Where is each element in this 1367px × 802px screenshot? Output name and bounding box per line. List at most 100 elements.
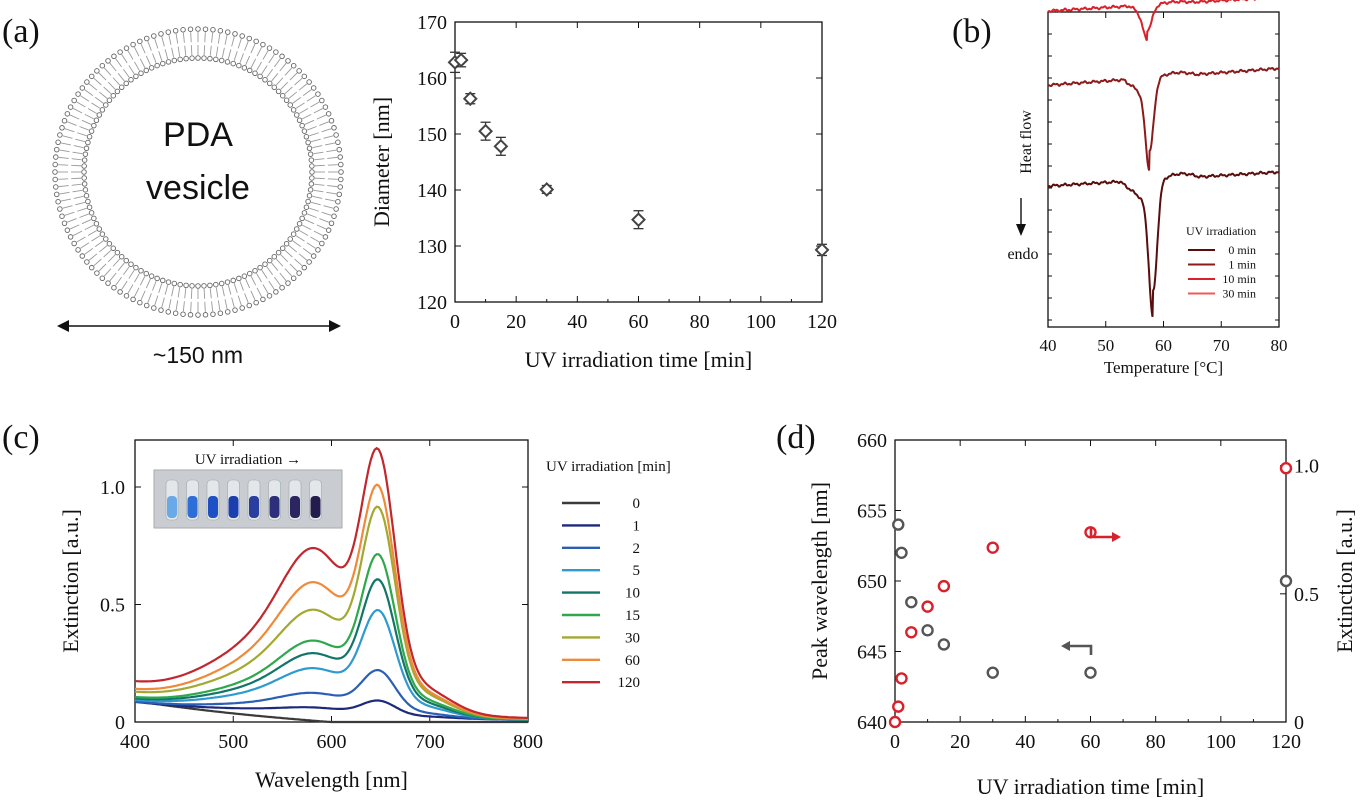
lipid-tail-outer [59, 191, 70, 195]
x-tick-label: 80 [1271, 336, 1288, 355]
lipid-tail-outer [268, 54, 275, 64]
lipid-tail-outer [279, 62, 287, 72]
lipid-head-outer [67, 104, 74, 110]
vial-solution [208, 496, 218, 518]
lipid-tail-inner [203, 45, 206, 56]
spectrum-30-min [134, 505, 528, 720]
lipid-head-inner [307, 187, 314, 193]
x-tick-label: 40 [1040, 336, 1057, 355]
lipid-head-inner [306, 192, 313, 199]
lipid-head-outer [105, 280, 111, 286]
lipid-head-outer [172, 28, 179, 34]
lipid-head-inner [99, 231, 106, 237]
lipid-tail-outer [134, 47, 140, 57]
lipid-head-inner [88, 128, 95, 134]
y-axis-label: Diameter [nm] [369, 97, 394, 227]
lipid-head-outer [338, 176, 344, 183]
lipid-tail-outer [109, 62, 117, 72]
lipid-head-outer [195, 312, 201, 318]
size-arrow-left-head [57, 320, 69, 332]
lipid-tail-inner [171, 286, 175, 297]
lipid-tail-inner [215, 287, 219, 298]
lipid-head-outer [338, 169, 344, 175]
vial-solution [269, 496, 280, 518]
lipid-tail-inner [280, 254, 289, 263]
vial-solution [249, 496, 259, 518]
lipid-head-outer [105, 58, 111, 64]
lipid-tail-inner [72, 151, 83, 155]
lipid-tail-inner [81, 219, 92, 225]
lipid-tail-inner [307, 126, 317, 131]
lipid-head-outer [187, 312, 194, 318]
lipid-head-inner [271, 253, 278, 260]
lipid-head-outer [61, 118, 68, 124]
diameter-chart: 0 20 40 60 80 100 120 120 130 140 150 160 170 UV irra… [369, 12, 837, 372]
lipid-tail-inner [239, 53, 244, 63]
lipid-head-inner [230, 277, 236, 284]
dsc-chart: 40 50 60 70 80 Temperature [°C] UV irradiation… [1040, 0, 1288, 377]
x-tick-label: 80 [1146, 731, 1166, 753]
lipid-tail-outer [98, 72, 107, 81]
extinction-point [888, 715, 902, 729]
dsc-curve-0-min [1047, 170, 1280, 317]
y-right-tick-label: 0.5 [1294, 584, 1319, 606]
lipid-head-inner [308, 157, 315, 163]
lipid-head-inner [307, 151, 314, 157]
lipid-tail-outer [168, 34, 172, 45]
lipid-head-inner [189, 283, 195, 289]
lipid-head-outer [273, 49, 279, 55]
lipid-head-inner [96, 226, 103, 232]
lipid-tail-outer [326, 149, 337, 153]
lipid-head-inner [230, 60, 236, 67]
lipid-tail-inner [275, 77, 284, 86]
y-tick-label: 150 [417, 124, 447, 146]
lipid-tail-outer [168, 299, 172, 310]
extinction-point [905, 626, 918, 639]
lipid-head-inner [82, 187, 89, 193]
left-axis-indicator-arrow [1068, 644, 1093, 655]
lipid-head-outer [306, 79, 312, 85]
lipid-head-outer [217, 28, 224, 34]
lipid-head-inner [309, 175, 315, 181]
lipid-tail-outer [274, 58, 281, 68]
lipid-head-outer [84, 79, 90, 85]
legend-b-title: UV irradiation [1186, 224, 1256, 238]
lipid-head-inner [195, 55, 201, 61]
lipid-tail-outer [127, 284, 134, 294]
lipid-tail-inner [307, 213, 317, 218]
lipid-tail-inner [302, 113, 312, 120]
lipid-head-outer [328, 220, 335, 226]
data-point [453, 52, 469, 68]
x-tick-label: 600 [317, 731, 347, 753]
lipid-tail-inner [313, 151, 324, 155]
lipid-tail-inner [309, 207, 319, 212]
lipid-tail-inner [73, 195, 84, 199]
vial-solution [290, 496, 300, 518]
panel-label-a: (a) [2, 13, 40, 50]
lipid-tail-inner [79, 213, 89, 218]
lipid-tail-outer [134, 287, 140, 297]
y-tick-label: 660 [857, 430, 887, 452]
lipid-head-outer [253, 38, 259, 45]
dsc-curve-10-min [1047, 0, 1267, 41]
lipid-head-outer [53, 154, 59, 160]
lipid-tail-inner [302, 224, 312, 231]
lipid-head-outer [322, 234, 329, 240]
lipid-head-inner [81, 181, 88, 187]
lipid-tail-inner [122, 266, 130, 276]
lipid-head-inner [93, 221, 100, 227]
y-tick-label: 140 [417, 180, 447, 202]
y-tick-label: 1.0 [100, 477, 125, 499]
lipid-tail-inner [314, 158, 325, 161]
data-point [462, 91, 478, 107]
lipid-head-outer [319, 240, 325, 247]
lipid-tail-outer [76, 101, 86, 108]
x-tick-label: 400 [120, 731, 150, 753]
endo-label: endo [1007, 246, 1038, 263]
x-tick-label: 500 [218, 731, 248, 753]
lipid-tail-outer [306, 95, 316, 102]
extinction-point [921, 600, 934, 613]
lipid-tail-outer [262, 284, 269, 294]
lipid-head-outer [67, 234, 74, 240]
lipid-tail-inner [239, 281, 244, 291]
